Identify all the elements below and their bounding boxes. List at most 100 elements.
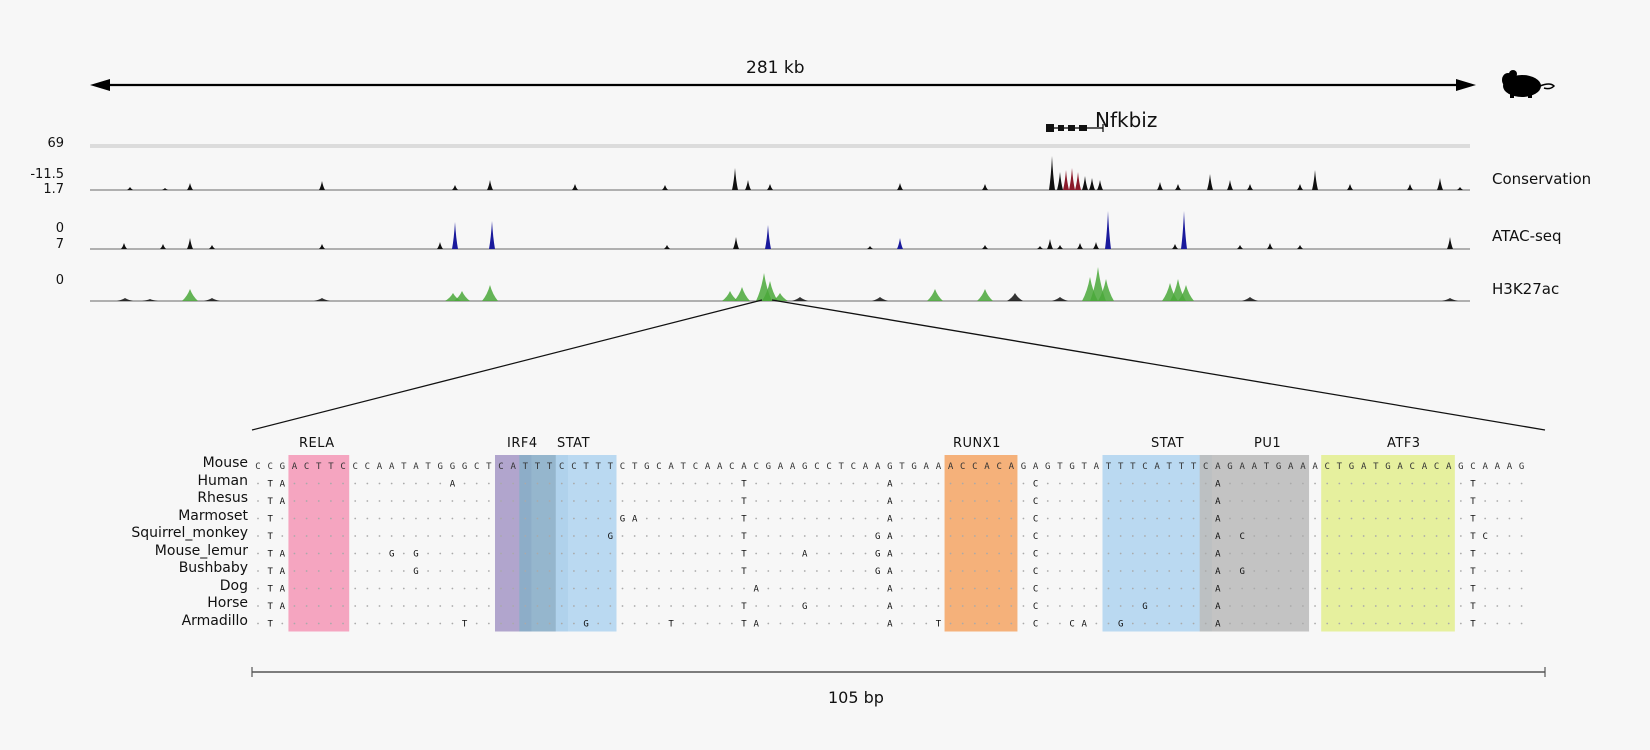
match-dot — [998, 482, 1001, 485]
species-label: Bushbaby — [178, 560, 248, 576]
signal-peak — [452, 185, 458, 190]
match-dot — [1435, 535, 1438, 537]
base: C — [729, 462, 734, 472]
match-dot — [609, 482, 612, 485]
base: G — [1385, 462, 1390, 472]
base: G — [911, 462, 916, 472]
substitution: A — [887, 515, 893, 525]
base: A — [1154, 462, 1160, 472]
signal-peak — [209, 245, 215, 249]
match-dot — [536, 605, 539, 607]
match-dot — [1423, 500, 1426, 502]
match-dot — [573, 570, 575, 572]
signal-peak — [162, 188, 168, 190]
base: A — [875, 462, 881, 472]
match-dot — [1180, 535, 1183, 537]
motif-label-atf3: ATF3 — [1386, 436, 1422, 451]
base: C — [972, 462, 977, 472]
match-dot — [1302, 587, 1304, 590]
base: A — [668, 462, 674, 472]
match-dot — [1156, 622, 1158, 625]
match-dot — [366, 517, 369, 520]
base: T — [899, 462, 905, 472]
match-dot — [427, 535, 429, 537]
match-dot — [1423, 535, 1426, 537]
match-dot — [451, 500, 454, 502]
signal-peak — [792, 297, 808, 301]
match-dot — [1046, 587, 1049, 590]
match-dot — [949, 535, 952, 537]
match-dot — [1022, 570, 1025, 572]
match-dot — [803, 517, 806, 520]
match-dot — [1484, 482, 1487, 485]
match-dot — [1277, 570, 1280, 572]
match-dot — [560, 605, 563, 607]
match-dot — [937, 500, 940, 502]
match-dot — [1119, 482, 1122, 485]
match-dot — [536, 552, 539, 555]
match-dot — [1059, 482, 1061, 485]
match-dot — [1022, 482, 1025, 485]
match-dot — [512, 535, 515, 537]
match-dot — [1253, 605, 1256, 607]
match-dot — [354, 552, 357, 555]
signal-peak — [897, 183, 903, 190]
match-dot — [767, 622, 770, 625]
match-dot — [1022, 517, 1025, 520]
match-dot — [439, 535, 442, 537]
signal-peak — [897, 238, 903, 249]
match-dot — [1289, 570, 1292, 572]
match-dot — [755, 517, 758, 520]
match-dot — [1107, 622, 1110, 625]
signal-peak — [127, 187, 133, 190]
match-dot — [694, 535, 697, 537]
match-dot — [1168, 552, 1171, 555]
match-dot — [767, 552, 770, 555]
match-dot — [876, 517, 879, 520]
match-dot — [840, 500, 843, 502]
match-dot — [1314, 482, 1316, 485]
substitution: C — [1033, 620, 1038, 630]
zoom-connector — [251, 299, 1546, 431]
match-dot — [949, 570, 952, 572]
base: A — [863, 462, 869, 472]
match-dot — [475, 622, 478, 625]
match-dot — [925, 605, 928, 607]
match-dot — [354, 517, 357, 520]
match-dot — [1326, 570, 1329, 572]
track-name-atac: ATAC-seq — [1492, 227, 1562, 245]
substitution: T — [741, 532, 747, 542]
substitution: G — [1142, 602, 1147, 612]
substitution: A — [280, 602, 286, 612]
match-dot — [949, 552, 952, 555]
match-dot — [1350, 482, 1353, 485]
substitution: A — [1215, 585, 1221, 595]
match-dot — [828, 482, 830, 485]
match-dot — [342, 500, 344, 502]
match-dot — [439, 605, 442, 607]
match-dot — [1459, 605, 1462, 607]
match-dot — [1399, 622, 1401, 625]
match-dot — [305, 605, 308, 607]
match-dot — [500, 517, 502, 520]
match-dot — [354, 570, 357, 572]
match-dot — [1374, 552, 1377, 555]
base: C — [656, 462, 661, 472]
substitution: T — [267, 620, 273, 630]
match-dot — [1192, 482, 1195, 485]
match-dot — [512, 482, 515, 485]
match-dot — [439, 570, 442, 572]
match-dot — [670, 552, 672, 555]
match-dot — [1204, 482, 1207, 485]
base: A — [936, 462, 942, 472]
match-dot — [816, 517, 818, 520]
match-dot — [512, 517, 515, 520]
match-dot — [791, 552, 794, 555]
match-dot — [1253, 552, 1256, 555]
match-dot — [1144, 535, 1146, 537]
match-dot — [706, 570, 709, 572]
substitution: A — [280, 585, 286, 595]
substitution: A — [753, 620, 759, 630]
substitution: A — [887, 602, 893, 612]
